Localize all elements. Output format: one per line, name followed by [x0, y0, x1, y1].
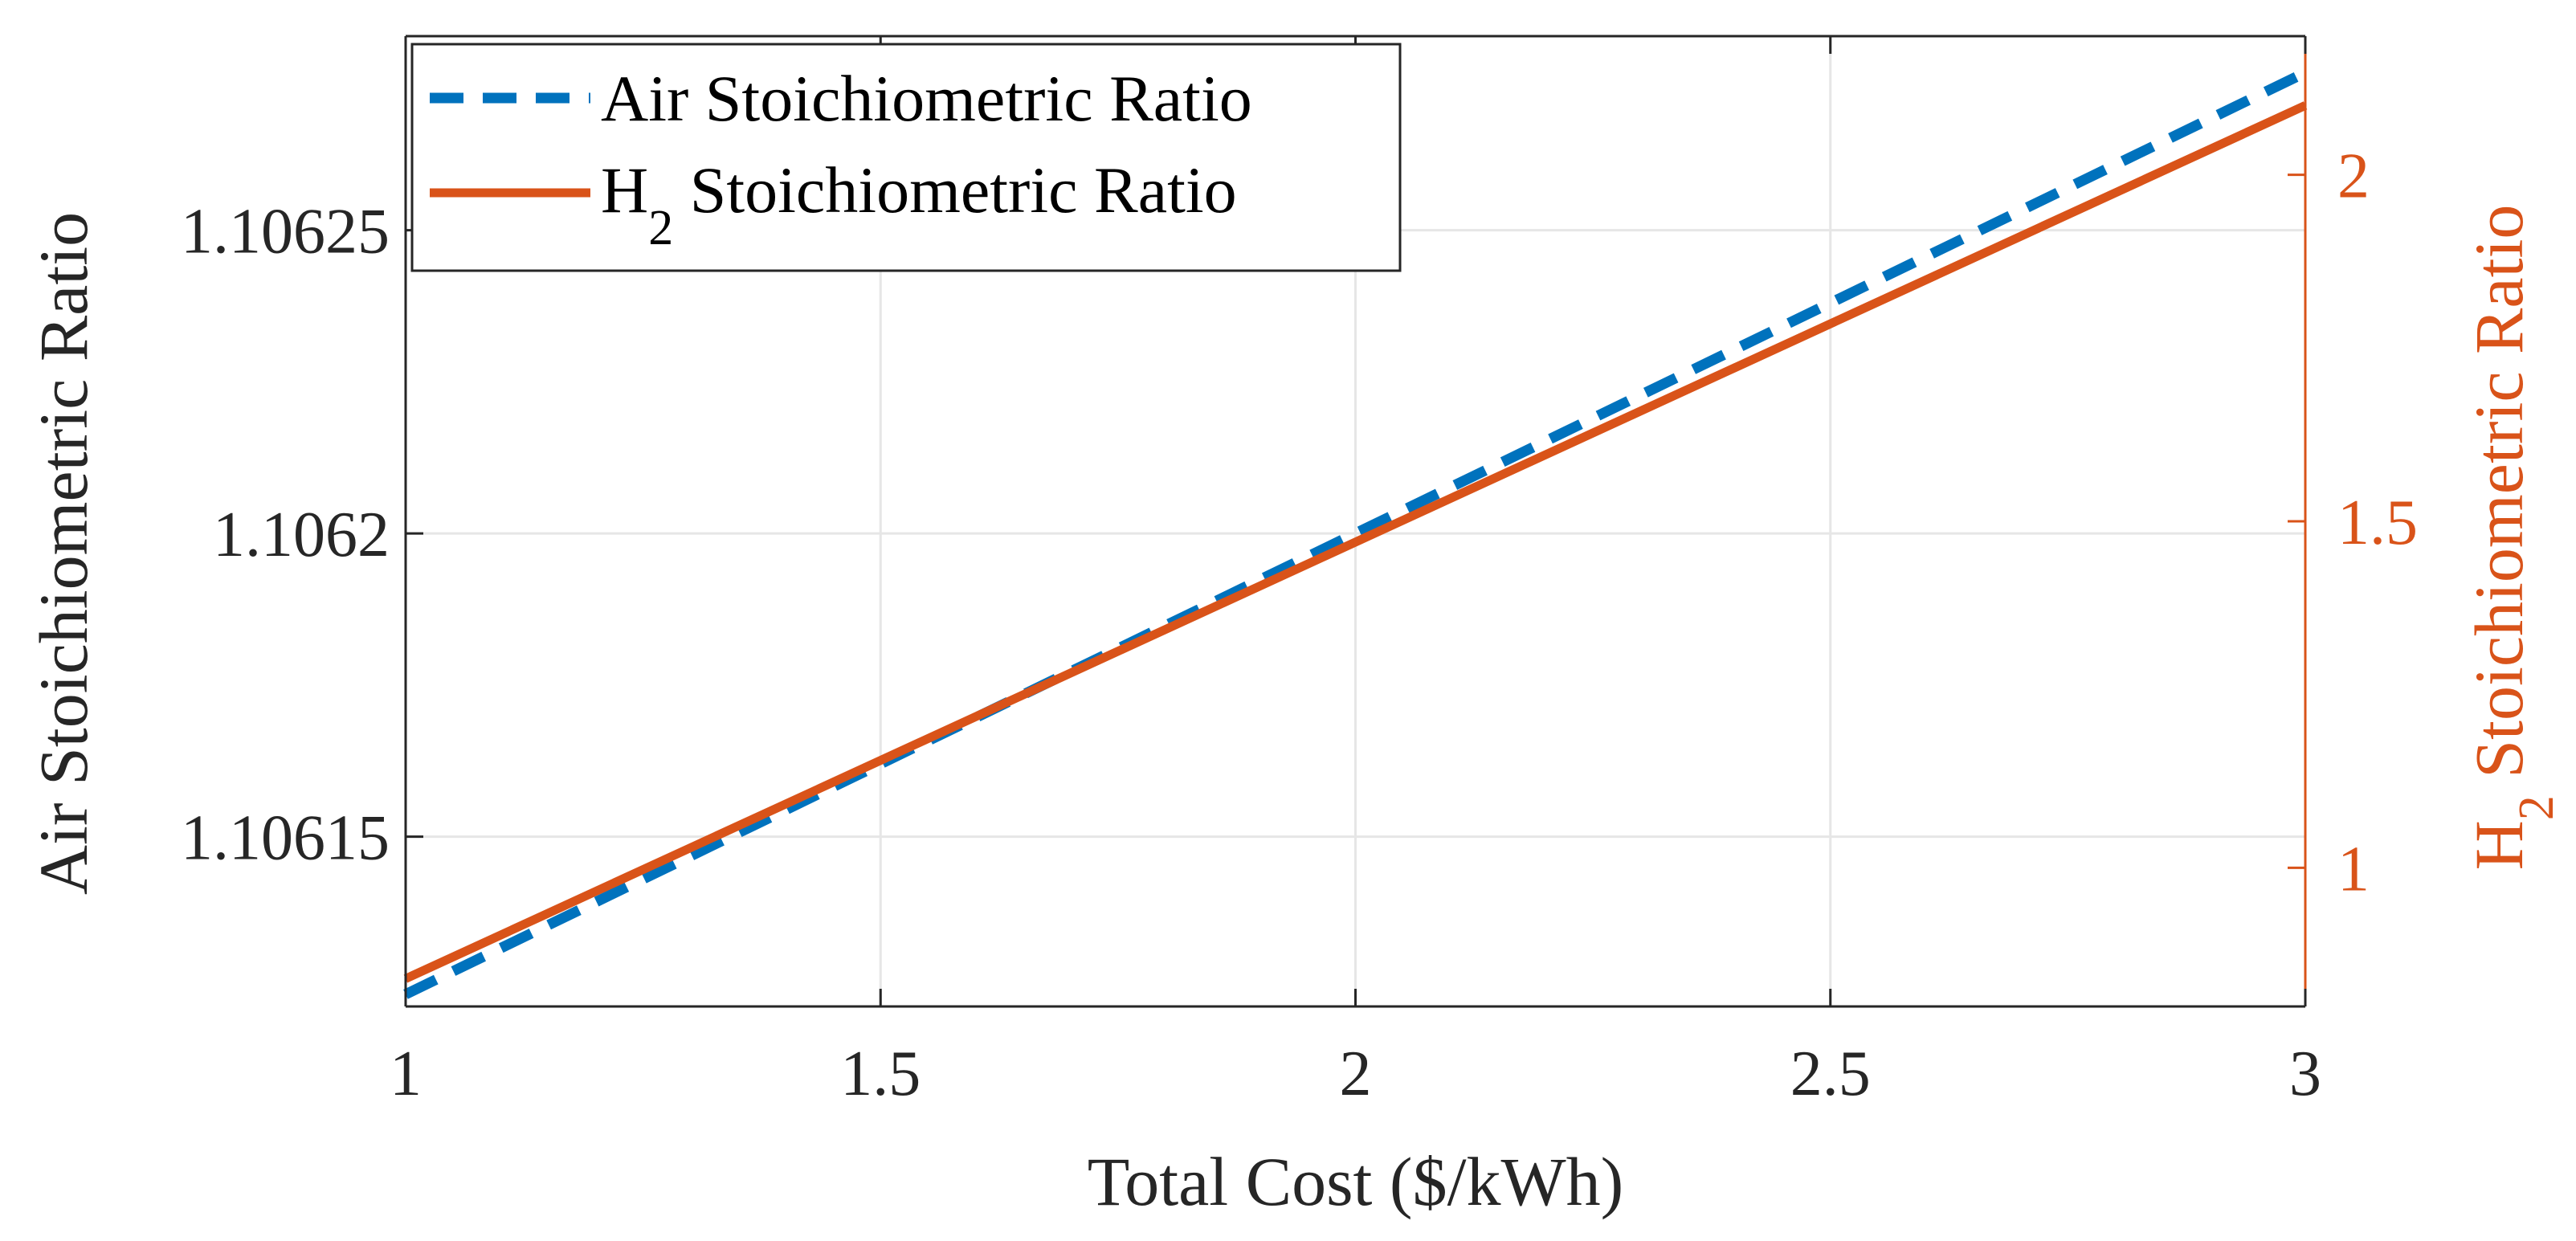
ticks: 1 1.5 2 2.5 3 1.10615 1.1062 1.10625 1 1.5 2 — [181, 36, 2418, 1109]
y-axis-left-label: Air Stoichiometric Ratio — [25, 212, 102, 895]
y-axis-right-label-rest: Stoichiometric Ratio — [2460, 205, 2537, 796]
legend-label-h2: H2 Stoichiometric Ratio — [601, 153, 1237, 255]
legend-label-h2-rest: Stoichiometric Ratio — [673, 153, 1236, 227]
x-tick-label: 3 — [2289, 1039, 2321, 1109]
series-line-air-stoichiometric-ratio — [403, 67, 2308, 999]
legend: Air Stoichiometric Ratio H2 Stoichiometr… — [410, 43, 1402, 272]
x-axis-label: Total Cost ($/kWh) — [1088, 1143, 1624, 1220]
legend-label-h2-subscript: 2 — [648, 201, 673, 255]
x-tick-label: 2 — [1340, 1039, 1372, 1109]
x-tick-label: 2.5 — [1790, 1039, 1871, 1109]
y-right-tick-label: 1 — [2337, 834, 2370, 904]
plot-area — [403, 67, 2308, 999]
x-tick-label: 1 — [390, 1039, 422, 1109]
x-tick-label: 1.5 — [840, 1039, 921, 1109]
legend-label-air: Air Stoichiometric Ratio — [601, 62, 1252, 135]
series-line-h2-stoichiometric-ratio — [403, 101, 2308, 983]
y-axis-right-label: H2 Stoichiometric Ratio — [2460, 205, 2564, 871]
y-axis-right-label-subscript: 2 — [2509, 795, 2564, 820]
y-right-tick-label: 2 — [2337, 141, 2370, 212]
y-axis-right-label-main: H — [2460, 820, 2537, 870]
y-right-tick-label: 1.5 — [2337, 488, 2418, 558]
legend-label-h2-main: H — [601, 153, 648, 227]
y-left-tick-label: 1.1062 — [213, 500, 390, 570]
y-left-tick-label: 1.10625 — [181, 197, 390, 267]
legend-box — [410, 43, 1402, 272]
y-left-tick-label: 1.10615 — [181, 803, 390, 874]
